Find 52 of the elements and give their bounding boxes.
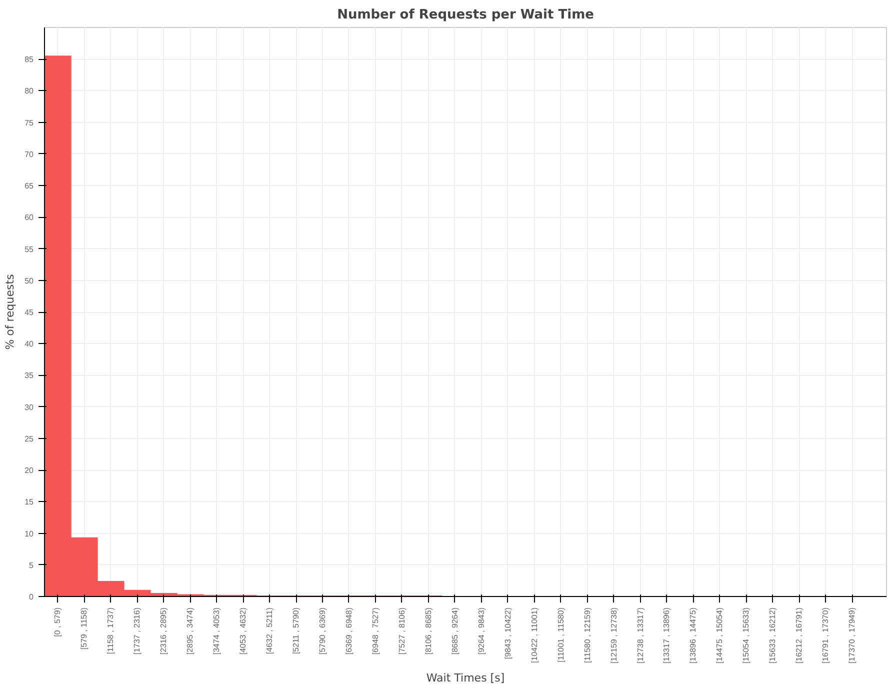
x-tick-label: [8685 , 9264)	[450, 607, 460, 655]
x-tick-label: [2316 , 2895)	[159, 607, 168, 655]
y-tick-label: 55	[24, 244, 34, 254]
x-tick-label: [14475 , 15054)	[715, 607, 724, 664]
y-tick-label: 80	[24, 86, 34, 96]
x-tick-label: [7527 , 8106)	[397, 607, 406, 655]
x-tick-label: [13896 , 14475)	[688, 607, 698, 664]
x-tick-label: [17370 , 17949)	[848, 607, 857, 664]
x-tick-label: [1158 , 1737)	[106, 607, 116, 654]
x-tick-label: [6948 , 7527)	[370, 607, 380, 655]
x-tick-label: [5211 , 5790)	[292, 607, 301, 654]
y-tick-label: 45	[24, 308, 34, 317]
x-tick-label: [9843 , 10422)	[503, 607, 512, 660]
y-tick-label: 65	[24, 182, 34, 191]
x-tick-label: [12738 , 13317)	[636, 607, 645, 664]
y-tick-label: 85	[24, 55, 34, 64]
y-tick-label: 50	[24, 276, 34, 286]
x-tick-label: [579 , 1158)	[80, 607, 89, 650]
x-tick-label: [0 , 579)	[53, 607, 62, 637]
x-tick-label: [13317 , 13896)	[662, 607, 672, 664]
y-tick-label: 75	[24, 118, 34, 128]
x-tick-label: [8106 , 8685)	[424, 607, 433, 655]
x-tick-label: [16791 , 17370)	[821, 607, 830, 664]
y-tick-label: 35	[24, 371, 34, 380]
x-tick-label: [4053 , 4632)	[238, 607, 248, 655]
x-tick-label: [10422 , 11001)	[530, 607, 539, 663]
x-tick-label: [6369 , 6948)	[344, 607, 354, 655]
y-axis-title: % of requests	[4, 274, 17, 350]
x-tick-label: [9264 , 9843)	[476, 607, 486, 655]
x-tick-label: [15633 , 16212)	[768, 607, 778, 664]
y-tick-label: 25	[24, 434, 34, 444]
x-tick-label: [2895 , 3474)	[186, 607, 195, 655]
y-tick-label: 20	[24, 466, 34, 476]
x-tick-label: [16212 , 16791)	[794, 607, 804, 664]
y-tick-label: 10	[24, 529, 34, 538]
y-tick-label: 30	[24, 402, 34, 412]
x-tick-label: [4632 , 5211)	[265, 607, 274, 654]
y-tick-label: 5	[29, 560, 34, 570]
x-tick-label: [5790 , 6369)	[318, 607, 328, 655]
x-tick-label: [1737 , 2316)	[132, 607, 142, 655]
y-tick-label: 0	[29, 592, 34, 602]
y-tick-label: 70	[24, 150, 34, 159]
chart-title: Number of Requests per Wait Time	[337, 8, 594, 22]
y-tick-label: 40	[24, 340, 34, 349]
x-tick-label: [15054 , 15633)	[742, 607, 751, 664]
x-axis-title: Wait Times [s]	[426, 672, 505, 685]
x-tick-label: [11001 , 11580)	[556, 607, 566, 662]
y-tick-label: 15	[24, 498, 34, 507]
x-tick-label: [11580 , 12159)	[582, 607, 592, 663]
x-tick-label: [3474 , 4053)	[212, 607, 222, 655]
x-tick-label: [12159 , 12738)	[609, 607, 618, 664]
y-tick-label: 60	[24, 213, 34, 222]
